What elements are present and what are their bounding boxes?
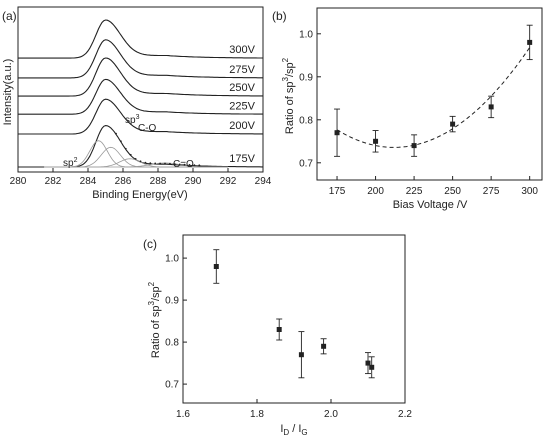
- data-point: [334, 130, 340, 136]
- y-tick-label-0.7: 0.7: [299, 158, 313, 169]
- data-dot: [120, 140, 122, 143]
- panel-c-frame: [182, 234, 406, 404]
- data-point: [298, 352, 304, 358]
- panel-b-label: (b): [272, 9, 287, 23]
- data-dot: [188, 164, 191, 166]
- y-tick-label-0.9: 0.9: [165, 296, 179, 307]
- panel-c-x-axis-label: ID / IG: [280, 423, 307, 435]
- panel-c: (c) 1.6 1.8 2.0 2.2 0.7 0.8 0.9 1.0 ID / IG Rat…: [143, 234, 412, 435]
- data-dot: [115, 132, 117, 135]
- y-tick-label-1: 1.0: [165, 254, 179, 265]
- x-tick-label-250: 250: [444, 186, 461, 197]
- data-point: [369, 364, 375, 370]
- data-point: [527, 39, 533, 45]
- x-tick-label-300: 300: [521, 186, 538, 197]
- spectrum-250V: [18, 57, 263, 97]
- spectrum-200V: [18, 98, 263, 135]
- data-dot: [178, 163, 181, 166]
- data-dot: [198, 164, 201, 167]
- data-dot: [193, 164, 196, 167]
- panel-a-y-axis-label: Intensity(a.u.): [2, 59, 14, 126]
- data-dot: [144, 161, 147, 164]
- panel-b-frame: [316, 7, 543, 181]
- x-tick-label-284: 284: [80, 176, 97, 187]
- panel-c-label: (c): [143, 237, 157, 251]
- series-label-225V: 225V: [229, 100, 255, 112]
- data-dot: [134, 158, 137, 160]
- data-point: [276, 327, 282, 332]
- panel-b-y-axis-label: Ratio of sp3/sp2: [281, 57, 296, 134]
- data-point: [321, 343, 327, 349]
- data-dot: [173, 163, 176, 166]
- x-tick-label-288: 288: [150, 176, 167, 187]
- x-tick-label-1.8: 1.8: [250, 409, 264, 420]
- y-tick-label-0.9: 0.9: [299, 72, 313, 83]
- fit-component-C=O: [44, 162, 228, 168]
- panel-c-points: [213, 249, 375, 379]
- data-point: [373, 138, 379, 144]
- data-point: [365, 360, 371, 366]
- x-tick-label-175: 175: [329, 186, 346, 197]
- panel-b-x-axis-label: Bias Voltage /V: [393, 199, 468, 211]
- panel-b-points: [334, 24, 533, 157]
- spectrum-275V: [18, 39, 263, 79]
- panel-a: (a) 280 282 284 286 288 290 292 294 300V 275V 250…: [2, 6, 272, 201]
- panel-a-curves: [18, 19, 263, 168]
- panel-a-x-ticks: 280 282 284 286 288 290 292 294: [10, 168, 272, 187]
- y-tick-label-0.8: 0.8: [165, 338, 179, 349]
- series-label-175V: 175V: [229, 153, 255, 165]
- series-label-275V: 275V: [229, 64, 255, 76]
- x-tick-label-2: 2.0: [324, 409, 338, 420]
- panel-b: (b) 175 200 225 250 275 300 0.7 0.8 0.9 1.0 Bias …: [272, 7, 543, 211]
- panel-a-fit-components: [44, 132, 228, 168]
- y-tick-label-0.7: 0.7: [165, 380, 179, 391]
- data-dot: [154, 162, 157, 165]
- x-tick-label-225: 225: [406, 186, 423, 197]
- panel-a-label: (a): [2, 9, 17, 23]
- panel-a-x-axis-label: Binding Energy(eV): [92, 189, 187, 201]
- data-dot: [139, 160, 142, 163]
- data-dot: [124, 147, 127, 150]
- data-point: [488, 104, 494, 110]
- data-dot: [159, 162, 162, 165]
- x-tick-label-2.2: 2.2: [398, 409, 412, 420]
- x-tick-label-1.6: 1.6: [176, 409, 190, 420]
- annotation-c-double-o: C=O: [173, 159, 194, 170]
- panel-a-frame: [17, 6, 264, 173]
- x-tick-label-282: 282: [45, 176, 62, 187]
- x-tick-label-200: 200: [367, 186, 384, 197]
- series-label-200V: 200V: [229, 120, 255, 132]
- data-dot: [169, 162, 171, 165]
- data-point: [213, 264, 219, 269]
- series-label-250V: 250V: [229, 82, 255, 94]
- series-label-300V: 300V: [229, 44, 255, 56]
- x-tick-label-280: 280: [10, 176, 27, 187]
- panel-c-y-axis-label: Ratio of sp3/sp2: [147, 281, 162, 358]
- x-tick-label-292: 292: [220, 176, 237, 187]
- data-dot: [149, 162, 152, 165]
- data-dot: [129, 153, 132, 156]
- panel-a-series-labels: 300V 275V 250V 225V 200V 175V: [229, 44, 255, 165]
- panel-b-fit-curve: [336, 47, 531, 148]
- data-point: [450, 121, 456, 127]
- annotation-sp3: sp3: [125, 114, 140, 126]
- data-point: [411, 143, 417, 149]
- data-dot: [164, 162, 166, 165]
- panel-c-axes: 1.6 1.8 2.0 2.2 0.7 0.8 0.9 1.0: [165, 254, 412, 420]
- x-tick-label-286: 286: [115, 176, 132, 187]
- x-tick-label-275: 275: [483, 186, 500, 197]
- y-tick-label-1: 1.0: [299, 29, 313, 40]
- y-tick-label-0.8: 0.8: [299, 115, 313, 126]
- spectrum-300V: [18, 19, 263, 59]
- x-tick-label-294: 294: [255, 176, 272, 187]
- x-tick-label-290: 290: [185, 176, 202, 187]
- annotation-c-o: C-O: [138, 123, 157, 134]
- data-dot: [183, 163, 186, 166]
- annotation-sp2: sp2: [63, 157, 78, 169]
- spectrum-225V: [18, 78, 263, 115]
- panel-b-axes: 175 200 225 250 275 300 0.7 0.8 0.9 1.0: [299, 29, 538, 197]
